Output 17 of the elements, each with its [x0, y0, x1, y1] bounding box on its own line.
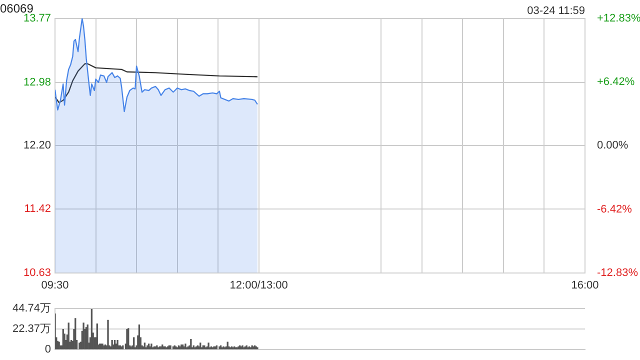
y-tick-label: 11.42 [24, 202, 51, 215]
y-tick-label: 12.20 [23, 140, 51, 152]
y2-tick-label: -6.42% [597, 203, 632, 216]
x-tick-label: 12:00/13:00 [230, 279, 288, 292]
y2-tick-label: +12.83% [597, 12, 640, 24]
y2-tick-label: 0.00% [597, 140, 628, 152]
y-tick-label: 44.74万 [12, 302, 51, 315]
text: 03-24 11:59 [527, 4, 585, 17]
y-tick-label: 22.37万 [12, 323, 51, 336]
y-tick-label: 10.63 [23, 266, 51, 279]
y2-tick-label: +6.42% [597, 76, 635, 88]
y-tick-label: 13.77 [23, 12, 51, 24]
x-tick-label: 16:00 [571, 279, 599, 292]
y-tick-label: 0 [44, 343, 51, 356]
y-tick-label: 12.98 [23, 76, 51, 88]
y2-tick-label: -12.83% [597, 266, 638, 279]
x-tick-label: 09:30 [41, 279, 69, 292]
